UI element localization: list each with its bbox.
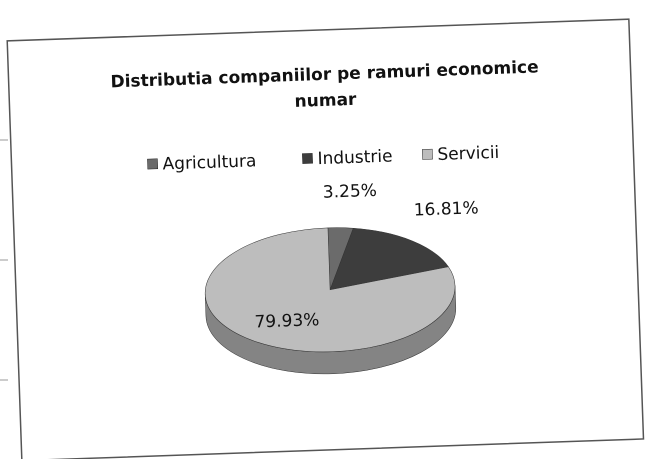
legend-label: Servicii [437,143,499,165]
data-label: 16.81% [413,198,478,220]
legend-swatch [302,153,313,164]
legend-label: Agricultura [162,151,256,174]
plot: Distributia companiilor pe ramuri econom… [110,57,539,375]
chart-title: numar [294,90,357,112]
data-label: 3.25% [323,181,378,203]
legend-swatch [421,148,433,160]
legend-label: Industrie [317,147,393,170]
legend-swatch [147,158,159,170]
pie-slice [204,227,456,353]
pie-slice [329,227,449,291]
data-label: 79.93% [254,310,319,332]
chart-frame: Distributia companiilor pe ramuri econom… [6,18,645,459]
